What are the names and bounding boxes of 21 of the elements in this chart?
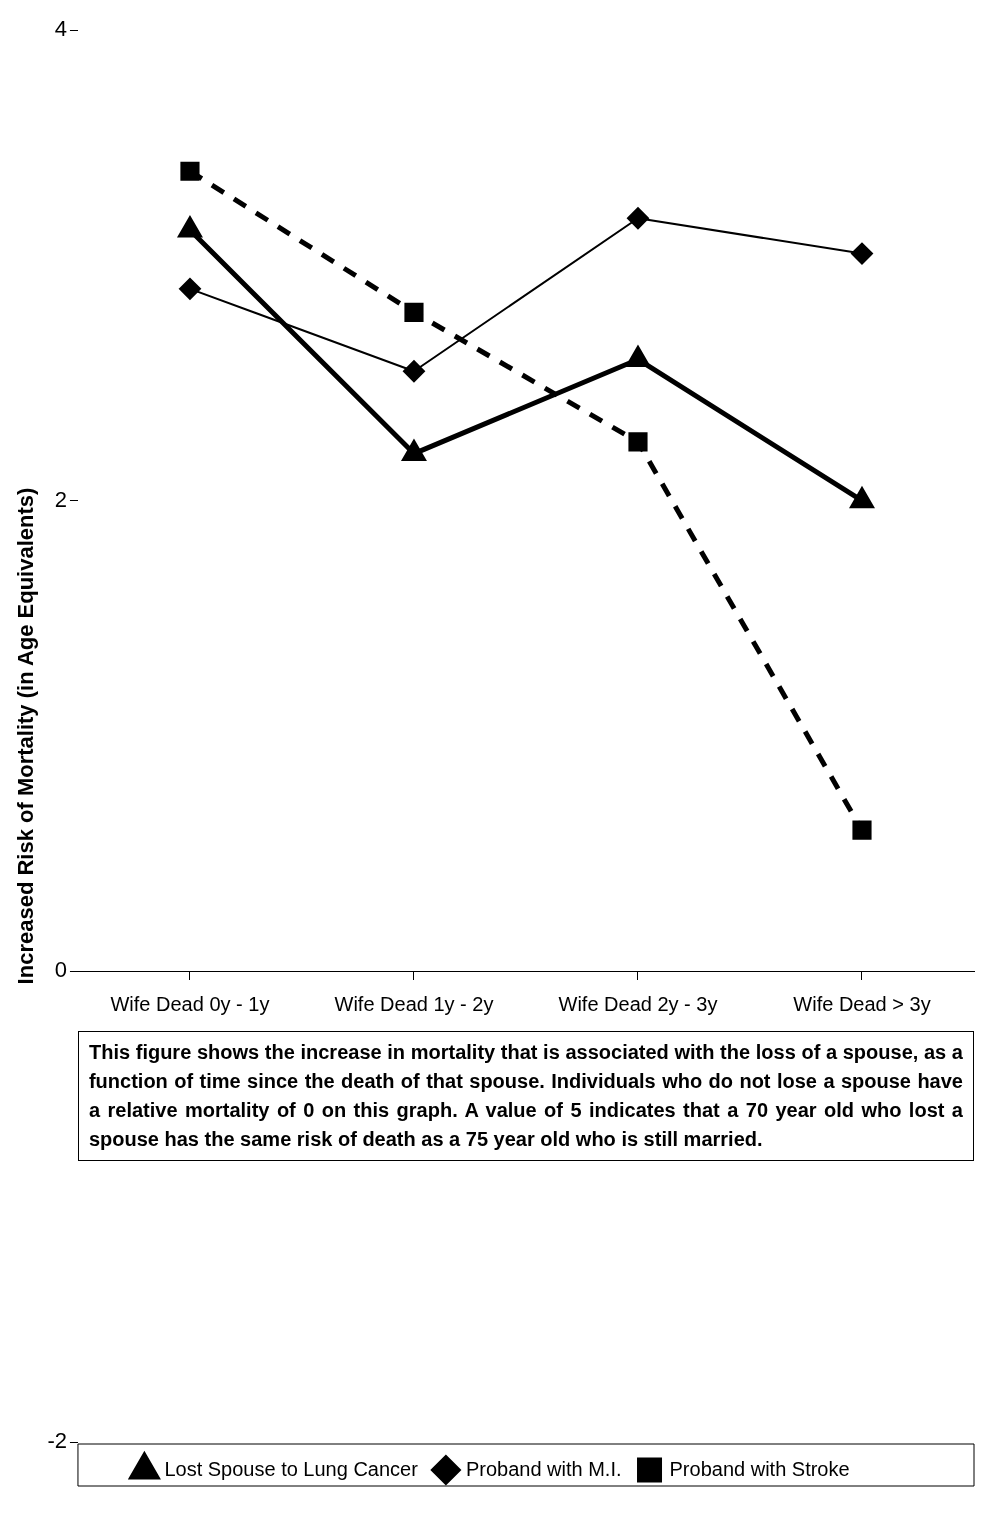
y-axis-title: Increased Risk of Mortality (in Age Equivalents) xyxy=(13,487,39,985)
point xyxy=(851,242,873,265)
point xyxy=(628,432,648,452)
x-tick-label: Wife Dead 0y - 1y xyxy=(110,992,270,1015)
point xyxy=(180,161,200,181)
point xyxy=(178,277,201,300)
y-tick-label: 4 xyxy=(54,16,67,42)
y-tick-label: 2 xyxy=(54,486,67,512)
annotation: This figure shows the increase in mortality that is associated with the loss of a spouse, as a function of time since the death of that spouse. Individuals who do not lose a spouse have a relative mortality of 0 on this graph. A value of 5 indicates that a 70 year old who lost a spouse has the same risk of death as a 75 year old who is still married. xyxy=(77,1031,974,1162)
point xyxy=(626,207,649,230)
legend-label: Proband with M.I. xyxy=(465,1457,622,1480)
point xyxy=(404,302,424,322)
x-tick-label: Wife Dead 1y - 2y xyxy=(334,992,494,1015)
y-tick-label: -2 xyxy=(47,1428,67,1454)
x-tick-label: Wife Dead > 3y xyxy=(793,992,931,1015)
x-tick-label: Wife Dead 2y - 3y xyxy=(558,992,718,1015)
legend-label: Lost Spouse to Lung Cancer xyxy=(164,1457,419,1480)
point xyxy=(402,360,425,383)
point xyxy=(852,820,872,840)
legend-label: Proband with Stroke xyxy=(669,1457,850,1480)
y-tick-label: 0 xyxy=(54,957,67,983)
